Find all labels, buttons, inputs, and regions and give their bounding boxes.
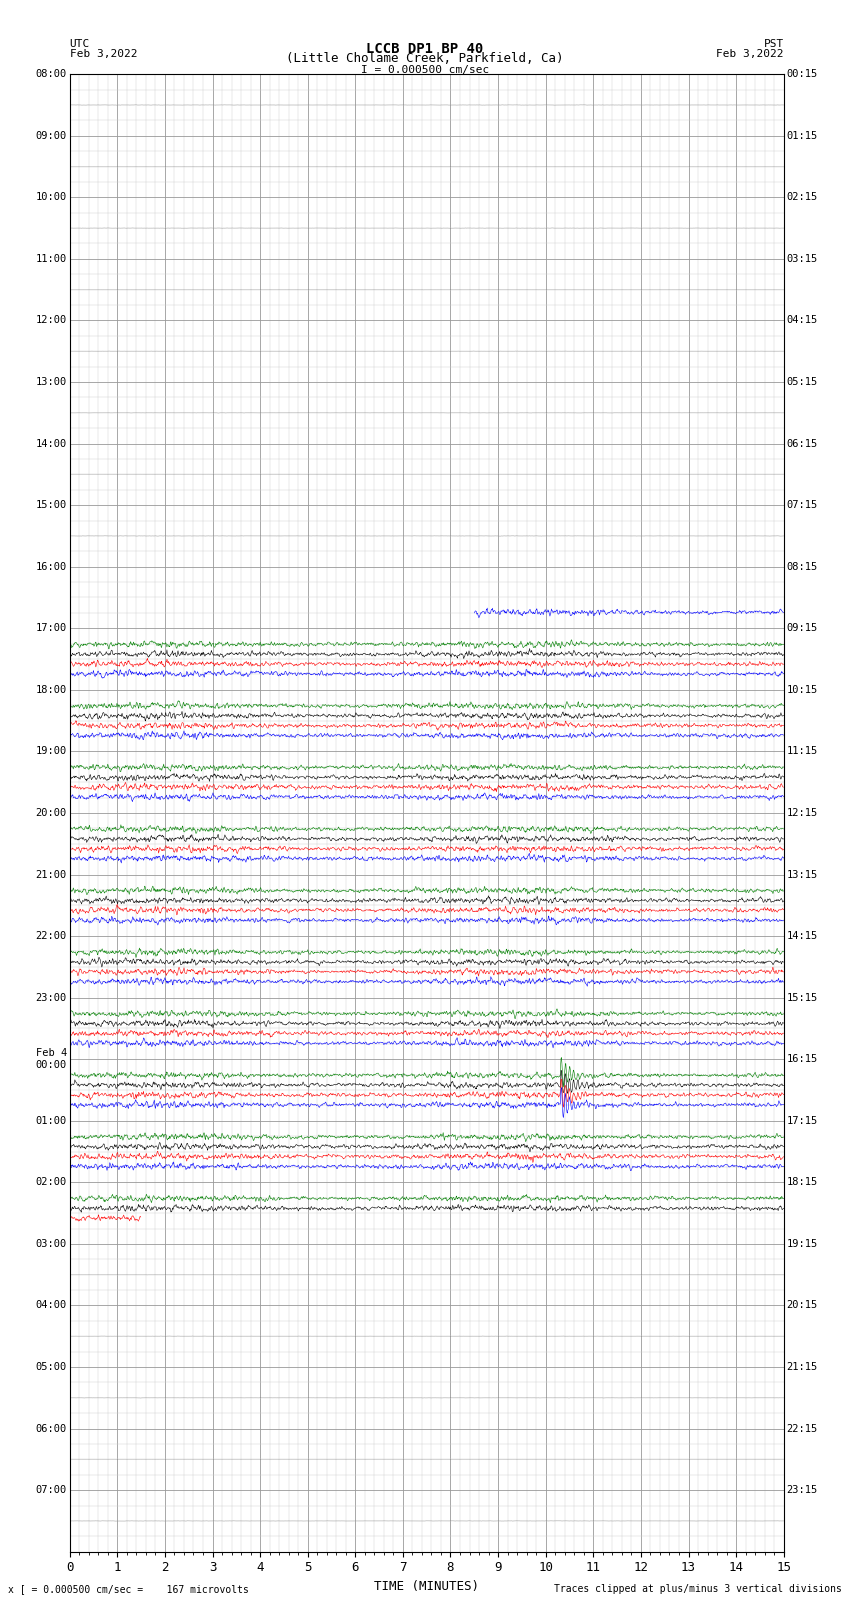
Text: 03:00: 03:00 — [36, 1239, 67, 1248]
Text: 12:15: 12:15 — [786, 808, 818, 818]
Text: Feb 3,2022: Feb 3,2022 — [717, 48, 784, 58]
Text: 06:15: 06:15 — [786, 439, 818, 448]
Text: 13:15: 13:15 — [786, 869, 818, 879]
Text: 14:00: 14:00 — [36, 439, 67, 448]
Text: 10:15: 10:15 — [786, 686, 818, 695]
Text: PST: PST — [763, 39, 784, 50]
Text: 12:00: 12:00 — [36, 316, 67, 326]
Text: 19:15: 19:15 — [786, 1239, 818, 1248]
Text: 03:15: 03:15 — [786, 253, 818, 265]
Text: 17:00: 17:00 — [36, 623, 67, 634]
Text: 08:15: 08:15 — [786, 561, 818, 571]
Text: UTC: UTC — [70, 39, 90, 50]
Text: 15:15: 15:15 — [786, 992, 818, 1003]
Text: 04:15: 04:15 — [786, 316, 818, 326]
Text: 01:15: 01:15 — [786, 131, 818, 140]
Text: Traces clipped at plus/minus 3 vertical divisions: Traces clipped at plus/minus 3 vertical … — [553, 1584, 842, 1594]
Text: 20:15: 20:15 — [786, 1300, 818, 1310]
Text: 21:00: 21:00 — [36, 869, 67, 879]
Text: 08:00: 08:00 — [36, 69, 67, 79]
Text: 23:00: 23:00 — [36, 992, 67, 1003]
Text: 22:15: 22:15 — [786, 1424, 818, 1434]
Text: 02:15: 02:15 — [786, 192, 818, 202]
Text: 20:00: 20:00 — [36, 808, 67, 818]
Text: 09:15: 09:15 — [786, 623, 818, 634]
Text: 02:00: 02:00 — [36, 1177, 67, 1187]
Text: 18:15: 18:15 — [786, 1177, 818, 1187]
Text: 11:15: 11:15 — [786, 747, 818, 756]
Text: 07:15: 07:15 — [786, 500, 818, 510]
Text: 16:00: 16:00 — [36, 561, 67, 571]
Text: 05:15: 05:15 — [786, 377, 818, 387]
Text: I = 0.000500 cm/sec: I = 0.000500 cm/sec — [361, 65, 489, 76]
Text: 10:00: 10:00 — [36, 192, 67, 202]
Text: (Little Cholame Creek, Parkfield, Ca): (Little Cholame Creek, Parkfield, Ca) — [286, 52, 564, 65]
Text: 14:15: 14:15 — [786, 931, 818, 940]
Text: 18:00: 18:00 — [36, 686, 67, 695]
Text: 06:00: 06:00 — [36, 1424, 67, 1434]
Text: x [ = 0.000500 cm/sec =    167 microvolts: x [ = 0.000500 cm/sec = 167 microvolts — [8, 1584, 249, 1594]
Text: LCCB DP1 BP 40: LCCB DP1 BP 40 — [366, 42, 484, 56]
Text: 19:00: 19:00 — [36, 747, 67, 756]
Text: Feb 3,2022: Feb 3,2022 — [70, 48, 137, 58]
Text: 00:15: 00:15 — [786, 69, 818, 79]
Text: 07:00: 07:00 — [36, 1486, 67, 1495]
Text: 22:00: 22:00 — [36, 931, 67, 940]
Text: 17:15: 17:15 — [786, 1116, 818, 1126]
Text: 11:00: 11:00 — [36, 253, 67, 265]
Text: 15:00: 15:00 — [36, 500, 67, 510]
Text: 04:00: 04:00 — [36, 1300, 67, 1310]
Text: 05:00: 05:00 — [36, 1361, 67, 1373]
Text: 01:00: 01:00 — [36, 1116, 67, 1126]
Text: 21:15: 21:15 — [786, 1361, 818, 1373]
Text: Feb 4
00:00: Feb 4 00:00 — [36, 1048, 67, 1069]
Text: 09:00: 09:00 — [36, 131, 67, 140]
X-axis label: TIME (MINUTES): TIME (MINUTES) — [374, 1581, 479, 1594]
Text: 13:00: 13:00 — [36, 377, 67, 387]
Text: 23:15: 23:15 — [786, 1486, 818, 1495]
Text: 16:15: 16:15 — [786, 1055, 818, 1065]
